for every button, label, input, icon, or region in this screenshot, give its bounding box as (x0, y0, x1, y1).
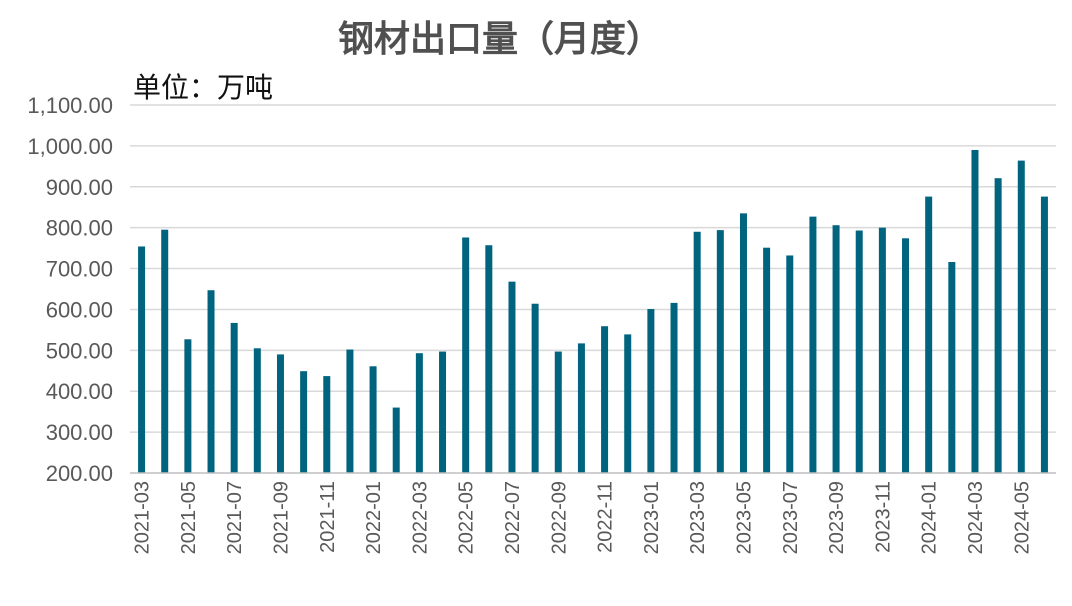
x-axis-ticks: 2021-03 2021-05 2021-07 2021-09 2021-11 2022-… (132, 481, 1034, 554)
bar-2023-12 (902, 238, 910, 473)
bar-2024-01 (925, 196, 933, 473)
bar-2022-01 (369, 366, 377, 473)
x-tick-label: 2024-01 (919, 481, 941, 554)
bar-2023-11 (878, 227, 886, 473)
bar-2023-08 (809, 216, 817, 474)
bar-2023-09 (832, 225, 840, 473)
bar-2023-05 (739, 213, 747, 473)
x-tick-label: 2022-01 (363, 481, 385, 554)
x-tick-label: 2021-03 (132, 481, 154, 554)
y-tick-label: 900.00 (46, 175, 113, 200)
bar-2024-05 (1017, 160, 1025, 473)
x-tick-label: 2022-07 (502, 481, 524, 554)
bar-2022-12 (624, 334, 632, 473)
bar-2024-03 (971, 149, 979, 473)
bar-2022-04 (439, 351, 447, 473)
bar-2022-02 (392, 407, 400, 473)
y-tick-label: 1,000.00 (27, 134, 113, 159)
x-tick-label: 2023-03 (687, 481, 709, 554)
bar-2023-10 (855, 230, 863, 473)
x-tick-label: 2021-05 (178, 481, 200, 554)
bar-2023-06 (763, 247, 771, 473)
x-tick-label: 2024-03 (965, 481, 987, 554)
x-tick-label: 2021-07 (224, 481, 246, 554)
bar-2022-08 (531, 303, 539, 473)
y-tick-label: 300.00 (46, 420, 113, 445)
y-tick-label: 200.00 (46, 461, 113, 486)
y-tick-label: 500.00 (46, 338, 113, 363)
bar-2021-03 (138, 246, 146, 473)
bar-2023-04 (716, 230, 724, 473)
x-tick-label: 2022-09 (548, 481, 570, 554)
x-tick-label: 2023-09 (826, 481, 848, 554)
bar-2022-07 (508, 281, 516, 473)
x-tick-label: 2023-07 (780, 481, 802, 554)
bar-2022-06 (485, 245, 493, 473)
x-tick-label: 2023-05 (733, 481, 755, 554)
y-tick-label: 1,100.00 (27, 93, 113, 118)
x-tick-label: 2021-09 (270, 481, 292, 554)
y-tick-label: 700.00 (46, 257, 113, 282)
bar-2021-07 (230, 322, 238, 473)
bar-2022-10 (577, 343, 585, 473)
x-tick-label: 2024-05 (1011, 481, 1033, 554)
bar-2021-10 (300, 371, 308, 473)
bar-2023-01 (647, 309, 655, 473)
bar-2022-03 (415, 353, 423, 473)
bar-2024-06 (1040, 196, 1048, 473)
y-axis-ticks: 200.00 300.00 400.00 500.00 600.00 700.00 800.… (27, 93, 113, 486)
y-tick-label: 600.00 (46, 297, 113, 322)
bar-2021-06 (207, 290, 215, 473)
bar-2023-07 (786, 255, 794, 473)
gridlines (130, 104, 1056, 433)
chart-title: 钢材出口量（月度） (337, 19, 662, 60)
x-tick-label: 2023-01 (641, 481, 663, 554)
unit-label: 单位：万吨 (133, 71, 274, 104)
bar-2021-08 (253, 348, 261, 473)
x-tick-label: 2022-05 (456, 481, 478, 554)
bar-2022-11 (601, 326, 609, 473)
x-tick-label: 2022-11 (595, 481, 617, 553)
bar-2024-02 (948, 262, 956, 473)
x-tick-label: 2022-03 (409, 481, 431, 554)
bar-2021-09 (276, 354, 284, 473)
bar-2021-11 (323, 376, 331, 473)
bar-series (138, 149, 1048, 474)
x-tick-label: 2021-11 (317, 481, 339, 553)
y-tick-label: 800.00 (46, 216, 113, 241)
x-tick-label: 2023-11 (872, 481, 894, 553)
bar-2024-04 (994, 178, 1002, 474)
bar-2021-05 (184, 339, 192, 473)
bar-2022-09 (554, 351, 562, 473)
bar-2021-12 (346, 349, 354, 473)
bar-2023-02 (670, 302, 678, 473)
bar-2023-03 (693, 231, 701, 473)
bar-2022-05 (462, 237, 470, 473)
y-tick-label: 400.00 (46, 379, 113, 404)
bar-2021-04 (161, 229, 169, 473)
